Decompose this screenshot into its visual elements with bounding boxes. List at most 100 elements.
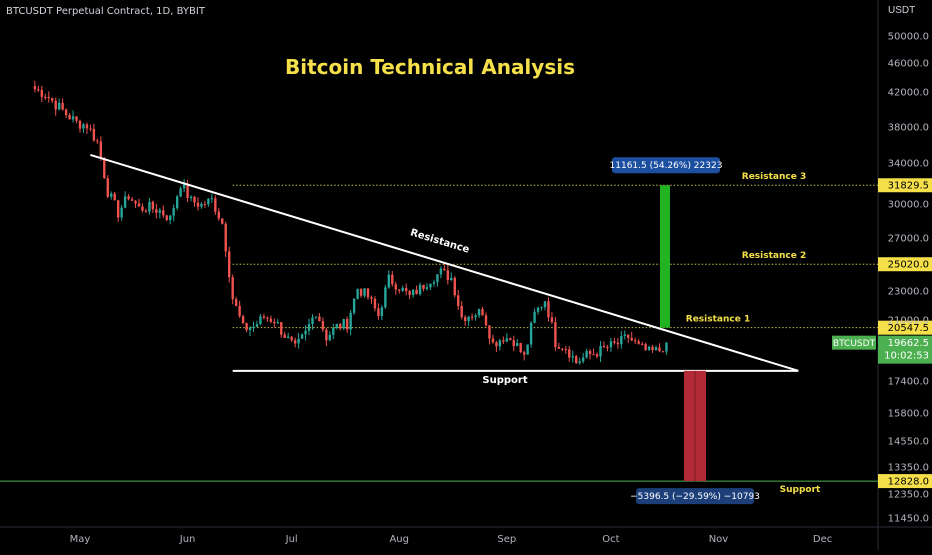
candle-body: [224, 223, 227, 252]
candle-body: [658, 347, 661, 352]
candle-body: [221, 218, 224, 224]
candle-body: [512, 340, 515, 347]
candle-body: [502, 340, 505, 342]
candle-body: [245, 322, 248, 331]
candle-body: [665, 342, 668, 352]
candle-body: [654, 347, 658, 351]
candle-body: [543, 301, 547, 308]
candle-body: [540, 307, 543, 309]
candle-body: [196, 202, 200, 207]
candle-body: [661, 351, 665, 353]
candle-body: [321, 321, 325, 330]
candle-body: [592, 354, 595, 356]
candle-body: [491, 338, 495, 343]
currency-label: USDT: [888, 5, 916, 16]
candle-body: [401, 287, 404, 291]
current-price-tag: [878, 335, 932, 364]
trendline-resistance: [90, 153, 799, 372]
measure-label-up: 11161.5 (54.26%) 22323: [610, 161, 723, 171]
price-tick-label: 11450.0: [888, 514, 929, 525]
price-tick-label: 17400.0: [888, 377, 929, 388]
candle-body: [606, 346, 609, 348]
candle-body: [432, 282, 436, 284]
countdown-label: 10:02:53: [884, 351, 929, 362]
price-tick-label: 27000.0: [888, 234, 929, 245]
candle-body: [634, 340, 637, 342]
candle-body: [561, 348, 564, 350]
candle-body: [342, 319, 345, 329]
price-tick-label: 21000.0: [888, 316, 929, 327]
candle-body: [214, 198, 217, 212]
candle-body: [436, 274, 439, 283]
symbol-header[interactable]: BTCUSDT Perpetual Contract, 1D, BYBIT: [6, 6, 205, 17]
current-price-label: 19662.5: [888, 338, 929, 349]
candle-body: [404, 287, 408, 292]
candle-body: [151, 201, 155, 210]
candle-body: [599, 345, 602, 357]
candle-body: [137, 203, 141, 207]
candle-body: [290, 336, 293, 341]
candle-body: [210, 198, 214, 200]
candle-body: [536, 307, 540, 312]
candle-body: [110, 193, 113, 197]
candle-body: [75, 116, 78, 121]
candle-body: [384, 287, 387, 308]
candle-body: [481, 309, 484, 316]
candle-body: [345, 319, 349, 330]
price-tick-label: 13350.0: [888, 463, 929, 474]
candle-body: [408, 291, 411, 295]
candle-body: [325, 329, 328, 341]
price-axis[interactable]: 50000.0 46000.0 42000.0 38000.0 34000.0 30000…: [888, 32, 929, 525]
candle-body: [450, 277, 453, 280]
candle-body: [359, 288, 363, 296]
candle-body: [533, 311, 536, 323]
candle-body: [498, 340, 502, 347]
level-price-tag: [878, 178, 932, 193]
candle-body: [85, 124, 89, 129]
price-tick-label: 12350.0: [888, 490, 929, 501]
candle-body: [443, 268, 446, 271]
candle-body: [141, 206, 144, 211]
time-axis[interactable]: May Jun Jul Aug Sep Oct Nov Dec: [70, 534, 833, 545]
current-symbol-tag: [832, 335, 876, 350]
candle-body: [422, 284, 425, 289]
candle-body: [311, 317, 314, 324]
candle-body: [165, 215, 168, 221]
candle-body: [200, 203, 203, 207]
candle-body: [418, 284, 422, 295]
candle-body: [106, 178, 109, 197]
candle-body: [352, 298, 356, 313]
candle-body: [547, 301, 550, 318]
candle-body: [516, 343, 519, 347]
candle-body: [550, 317, 554, 323]
candle-body: [304, 330, 307, 335]
candle-body: [293, 340, 297, 344]
level-price-tag: [878, 257, 932, 272]
candle-body: [203, 203, 207, 205]
candle-body: [477, 309, 481, 316]
candle-body: [228, 251, 231, 278]
candle-body: [509, 338, 512, 341]
candle-body: [457, 295, 460, 307]
price-tick-label: 46000.0: [888, 59, 929, 70]
candle-body: [460, 306, 463, 318]
candle-body: [82, 124, 85, 129]
candle-body: [335, 323, 338, 328]
candle-body: [116, 200, 120, 218]
candle-body: [526, 344, 529, 355]
candle-body: [248, 328, 252, 331]
candle-body: [44, 96, 47, 98]
candle-body: [373, 298, 377, 309]
time-tick-label: Oct: [602, 534, 619, 545]
candle-body: [429, 283, 432, 288]
level-price-tag: [878, 474, 932, 489]
candle-body: [189, 196, 193, 199]
candle-body: [484, 315, 488, 326]
level-price-label: 25020.0: [888, 260, 929, 271]
candle-body: [182, 184, 186, 189]
candle-body: [613, 341, 616, 343]
candle-body: [269, 318, 273, 322]
